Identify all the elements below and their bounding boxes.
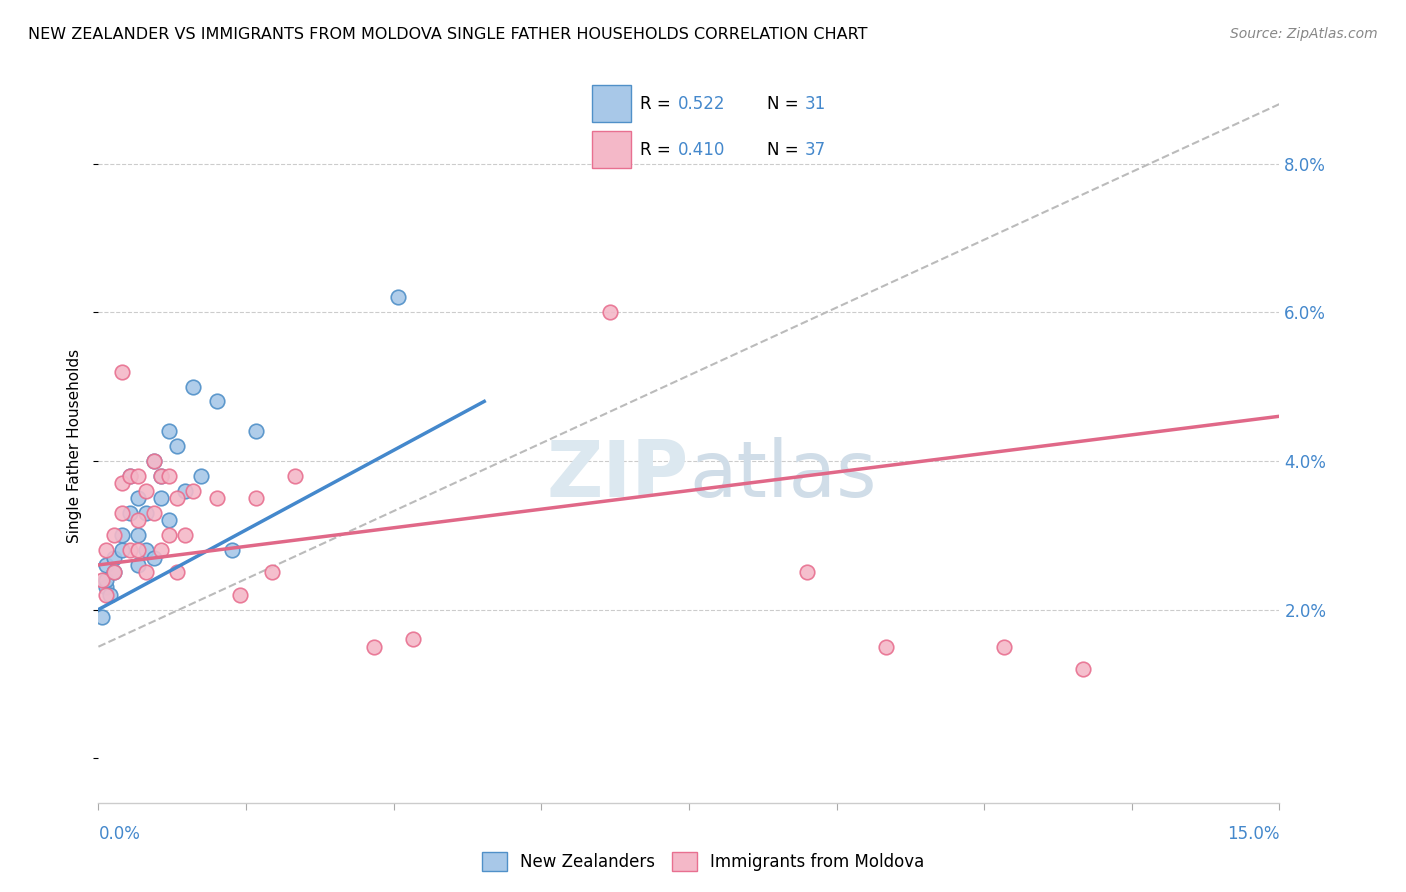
Point [181, 379, 204, 393]
Point [111, 476, 134, 491]
Point [127, 558, 149, 572]
Text: N =: N = [766, 95, 803, 112]
Point [190, 468, 212, 483]
Point [387, 290, 409, 304]
Point [157, 528, 180, 542]
Point [142, 454, 165, 468]
Point [796, 566, 818, 580]
Text: R =: R = [640, 95, 676, 112]
Point [91, 610, 114, 624]
Text: ZIP: ZIP [547, 436, 689, 513]
Point [96, 543, 118, 558]
Point [111, 543, 134, 558]
Point [135, 566, 157, 580]
Point [98, 588, 121, 602]
Point [174, 528, 197, 542]
Text: N =: N = [766, 141, 803, 159]
Point [245, 491, 267, 505]
Point [127, 468, 149, 483]
Point [245, 424, 267, 438]
Point [118, 543, 141, 558]
Point [96, 558, 118, 572]
Point [260, 566, 283, 580]
Point [150, 543, 173, 558]
Point [96, 580, 118, 594]
Point [599, 142, 621, 156]
Point [96, 573, 118, 587]
Point [135, 543, 157, 558]
Text: atlas: atlas [689, 436, 876, 513]
Point [157, 424, 180, 438]
Point [127, 513, 149, 527]
Point [166, 566, 188, 580]
Point [993, 640, 1015, 654]
Point [103, 566, 125, 580]
Point [127, 528, 149, 542]
Text: NEW ZEALANDER VS IMMIGRANTS FROM MOLDOVA SINGLE FATHER HOUSEHOLDS CORRELATION CH: NEW ZEALANDER VS IMMIGRANTS FROM MOLDOVA… [28, 27, 868, 42]
Point [111, 528, 134, 542]
Point [142, 454, 165, 468]
Point [875, 640, 897, 654]
Point [157, 468, 180, 483]
Point [135, 506, 157, 520]
Point [205, 394, 228, 409]
Point [103, 566, 125, 580]
Point [127, 491, 149, 505]
Point [118, 468, 141, 483]
Point [127, 543, 149, 558]
Point [221, 543, 243, 558]
Text: R =: R = [640, 141, 676, 159]
Text: 37: 37 [804, 141, 827, 159]
Point [363, 640, 385, 654]
Text: 0.410: 0.410 [678, 141, 725, 159]
Point [174, 483, 197, 498]
Point [118, 468, 141, 483]
Point [181, 483, 204, 498]
Text: Source: ZipAtlas.com: Source: ZipAtlas.com [1230, 27, 1378, 41]
Y-axis label: Single Father Households: Single Father Households [67, 349, 83, 543]
Text: 0.0%: 0.0% [98, 825, 141, 843]
Point [150, 468, 173, 483]
Point [96, 588, 118, 602]
Point [142, 550, 165, 565]
Point [111, 365, 134, 379]
Point [91, 573, 114, 587]
Point [135, 483, 157, 498]
Point [284, 468, 307, 483]
Point [229, 588, 252, 602]
Point [166, 439, 188, 453]
Point [157, 513, 180, 527]
Text: 0.522: 0.522 [678, 95, 725, 112]
Point [205, 491, 228, 505]
Point [402, 632, 425, 647]
Legend: New Zealanders, Immigrants from Moldova: New Zealanders, Immigrants from Moldova [474, 843, 932, 880]
Bar [592, 85, 631, 122]
Point [142, 506, 165, 520]
Point [111, 506, 134, 520]
Point [103, 550, 125, 565]
Point [1071, 662, 1094, 676]
Point [103, 528, 125, 542]
Text: 15.0%: 15.0% [1227, 825, 1279, 843]
Text: 31: 31 [804, 95, 827, 112]
Bar [592, 131, 631, 168]
Point [150, 491, 173, 505]
Point [118, 506, 141, 520]
Point [166, 491, 188, 505]
Point [599, 305, 621, 319]
Point [150, 468, 173, 483]
